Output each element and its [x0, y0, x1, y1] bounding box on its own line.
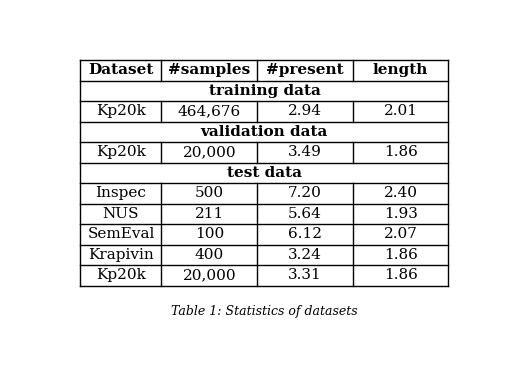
Text: 20,000: 20,000 [183, 146, 236, 159]
Text: 1.93: 1.93 [383, 207, 417, 221]
Text: length: length [373, 63, 428, 78]
Text: 2.01: 2.01 [383, 105, 417, 119]
Text: Kp20k: Kp20k [96, 146, 146, 159]
Text: 500: 500 [195, 186, 224, 200]
Text: Table 1: Statistics of datasets: Table 1: Statistics of datasets [171, 306, 358, 318]
Text: Dataset: Dataset [88, 63, 154, 78]
Text: Kp20k: Kp20k [96, 105, 146, 119]
Text: 6.12: 6.12 [288, 227, 322, 241]
Text: 1.86: 1.86 [383, 146, 417, 159]
Text: NUS: NUS [103, 207, 139, 221]
Text: 3.24: 3.24 [288, 248, 322, 262]
Text: 7.20: 7.20 [288, 186, 322, 200]
Text: 3.31: 3.31 [288, 268, 322, 282]
Text: 1.86: 1.86 [383, 268, 417, 282]
Text: 211: 211 [195, 207, 224, 221]
Text: SemEval: SemEval [87, 227, 155, 241]
Text: Inspec: Inspec [95, 186, 147, 200]
Text: #samples: #samples [168, 63, 250, 78]
Text: Kp20k: Kp20k [96, 268, 146, 282]
Text: 5.64: 5.64 [288, 207, 322, 221]
Text: 1.86: 1.86 [383, 248, 417, 262]
Text: 400: 400 [195, 248, 224, 262]
Text: validation data: validation data [201, 125, 328, 139]
Text: 2.94: 2.94 [288, 105, 322, 119]
Text: 2.07: 2.07 [383, 227, 417, 241]
Text: 2.40: 2.40 [383, 186, 417, 200]
Text: 20,000: 20,000 [183, 268, 236, 282]
Text: 100: 100 [195, 227, 224, 241]
Text: 3.49: 3.49 [288, 146, 322, 159]
Text: #present: #present [266, 63, 344, 78]
Text: training data: training data [208, 84, 320, 98]
Text: 464,676: 464,676 [178, 105, 241, 119]
Text: Krapivin: Krapivin [88, 248, 154, 262]
Text: test data: test data [227, 166, 302, 180]
